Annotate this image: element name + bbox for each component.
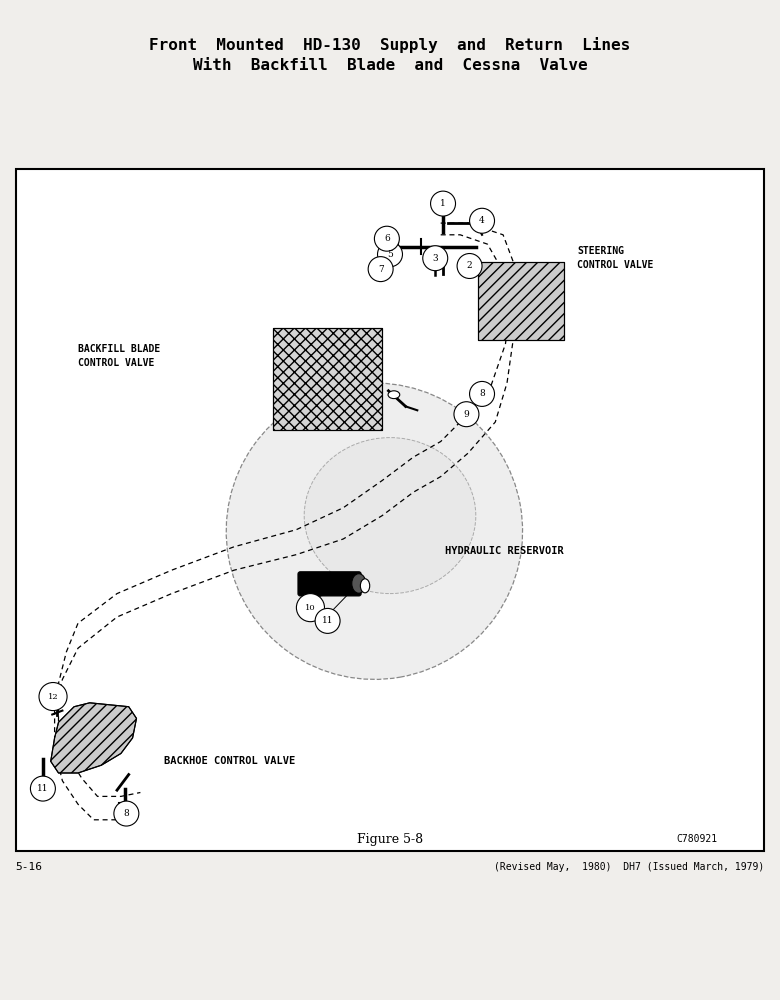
Circle shape <box>39 683 67 711</box>
Circle shape <box>374 226 399 251</box>
Text: 4: 4 <box>479 216 485 225</box>
Text: 6: 6 <box>384 234 390 243</box>
Text: BACKHOE CONTROL VALVE: BACKHOE CONTROL VALVE <box>164 756 295 766</box>
Ellipse shape <box>352 574 366 593</box>
Polygon shape <box>51 703 136 773</box>
Text: HYDRAULIC RESERVOIR: HYDRAULIC RESERVOIR <box>445 546 563 556</box>
Ellipse shape <box>388 391 399 399</box>
Circle shape <box>431 191 456 216</box>
Circle shape <box>454 402 479 427</box>
Text: 12: 12 <box>48 693 58 701</box>
Text: With  Backfill  Blade  and  Cessna  Valve: With Backfill Blade and Cessna Valve <box>193 57 587 73</box>
Circle shape <box>30 776 55 801</box>
Text: 11: 11 <box>322 616 333 625</box>
Text: 11: 11 <box>37 784 48 793</box>
Circle shape <box>378 242 402 267</box>
Text: STEERING
CONTROL VALVE: STEERING CONTROL VALVE <box>577 246 654 270</box>
Text: 2: 2 <box>466 261 473 270</box>
FancyBboxPatch shape <box>273 328 382 430</box>
Text: 8: 8 <box>123 809 129 818</box>
Ellipse shape <box>428 247 442 257</box>
Ellipse shape <box>226 383 523 679</box>
Text: 1: 1 <box>440 199 446 208</box>
Text: (Revised May,  1980)  DH7 (Issued March, 1979): (Revised May, 1980) DH7 (Issued March, 1… <box>495 862 764 872</box>
Text: Front  Mounted  HD-130  Supply  and  Return  Lines: Front Mounted HD-130 Supply and Return L… <box>150 37 630 53</box>
Circle shape <box>457 254 482 278</box>
FancyBboxPatch shape <box>298 572 361 596</box>
Text: 5-16: 5-16 <box>16 862 43 872</box>
Text: BACKFILL BLADE
CONTROL VALVE: BACKFILL BLADE CONTROL VALVE <box>78 344 160 368</box>
Text: 8: 8 <box>479 389 485 398</box>
Circle shape <box>315 608 340 633</box>
FancyBboxPatch shape <box>16 169 764 851</box>
Text: Figure 5-8: Figure 5-8 <box>357 833 423 846</box>
Text: 7: 7 <box>378 265 384 274</box>
Circle shape <box>368 257 393 282</box>
Text: C780921: C780921 <box>676 834 718 844</box>
Text: 5: 5 <box>387 250 393 259</box>
Circle shape <box>296 594 324 622</box>
Ellipse shape <box>360 579 370 593</box>
Ellipse shape <box>304 438 476 594</box>
Circle shape <box>423 246 448 271</box>
Text: 9: 9 <box>463 410 470 419</box>
Text: 3: 3 <box>432 254 438 263</box>
Text: 10: 10 <box>305 604 316 612</box>
Circle shape <box>470 208 495 233</box>
Circle shape <box>470 381 495 406</box>
FancyBboxPatch shape <box>478 262 564 340</box>
Circle shape <box>114 801 139 826</box>
